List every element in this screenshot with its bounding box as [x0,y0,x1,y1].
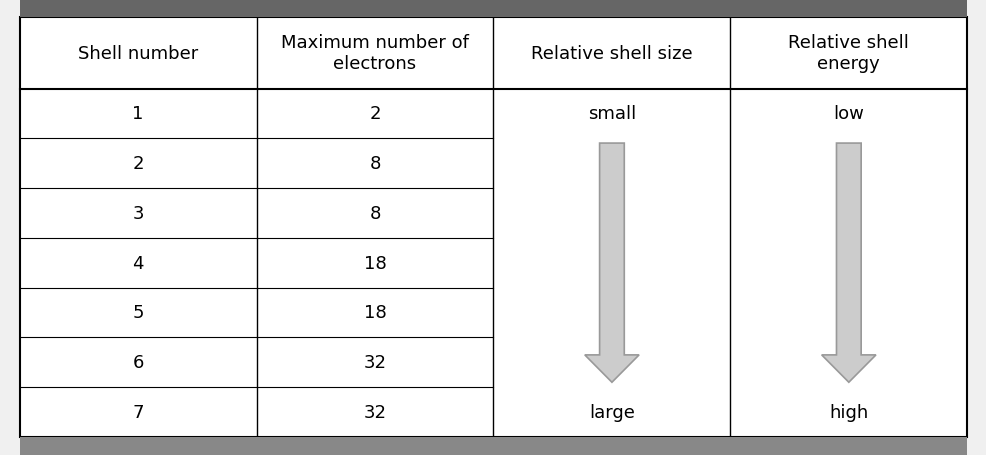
Bar [20,437,966,455]
Text: large: large [589,403,634,421]
Text: low: low [832,105,864,123]
Text: 2: 2 [369,105,381,123]
Text: 6: 6 [132,354,144,371]
Polygon shape [820,144,876,382]
Text: 4: 4 [132,254,144,272]
Text: 18: 18 [363,304,387,322]
Polygon shape [584,144,639,382]
Text: 2: 2 [132,155,144,173]
Text: 18: 18 [363,254,387,272]
Text: 5: 5 [132,304,144,322]
Text: 32: 32 [363,354,387,371]
Text: 3: 3 [132,204,144,222]
Text: 8: 8 [369,155,381,173]
Text: 32: 32 [363,403,387,421]
Bar [20,0,966,18]
Text: small: small [588,105,635,123]
Text: Relative shell size: Relative shell size [530,45,692,63]
Text: 7: 7 [132,403,144,421]
Text: high: high [828,403,868,421]
Text: Maximum number of
electrons: Maximum number of electrons [281,35,468,73]
Text: 8: 8 [369,204,381,222]
Text: Relative shell
energy: Relative shell energy [788,35,908,73]
Text: Shell number: Shell number [78,45,198,63]
Text: 1: 1 [132,105,144,123]
